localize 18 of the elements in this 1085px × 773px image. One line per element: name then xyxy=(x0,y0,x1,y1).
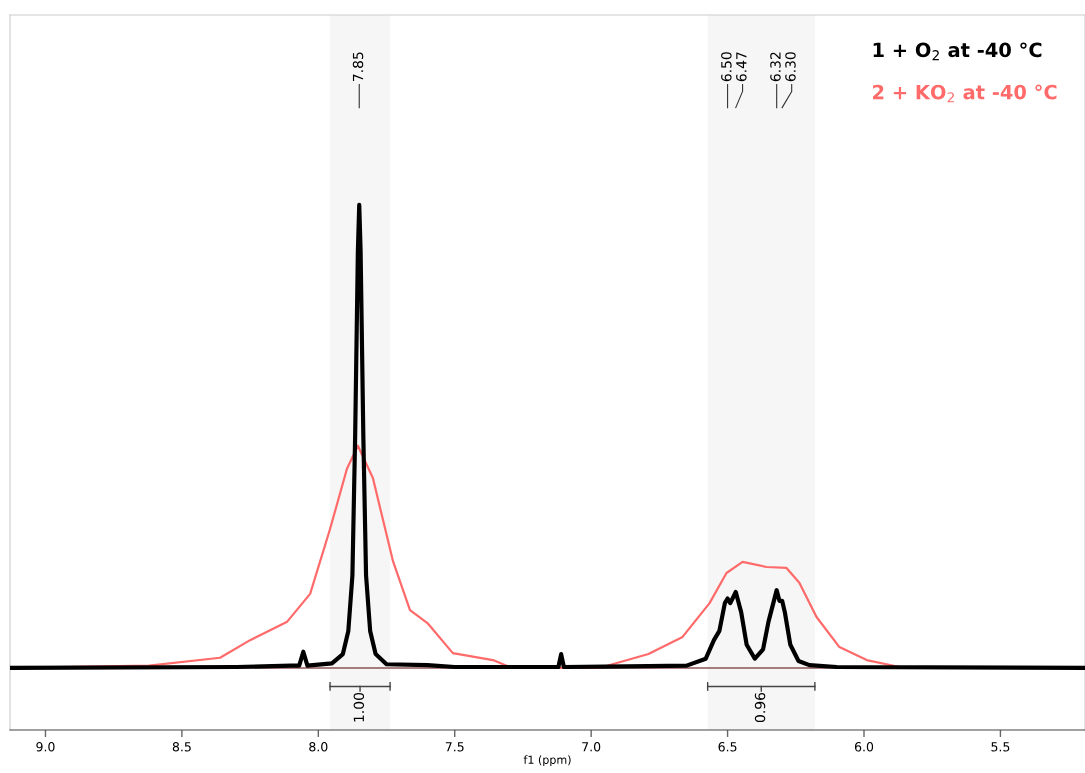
x-axis-title: f1 (ppm) xyxy=(523,755,571,767)
annotation: 7.85 xyxy=(352,52,364,82)
x-tick-label: 7.5 xyxy=(445,742,464,752)
x-tick-label: 6.0 xyxy=(854,742,874,752)
x-tick-label: 6.5 xyxy=(718,742,737,752)
band-label: 1.00 xyxy=(353,692,365,722)
x-tick-label: 5.5 xyxy=(991,742,1010,752)
x-tick-label: 9.0 xyxy=(36,742,55,752)
band-label: 0.96 xyxy=(754,692,766,723)
annotation: 6.30 xyxy=(785,52,796,82)
x-tick-label: 8.5 xyxy=(172,742,191,752)
x-tick-label: 7.0 xyxy=(582,742,601,752)
text: 2 + KO$_{2}$ at -40 °C xyxy=(873,84,1057,103)
annotation: 6.50 xyxy=(721,52,732,82)
text: 1 + O$_{2}$ at -40 °C xyxy=(873,42,1042,61)
annotation: 6.47 xyxy=(736,52,747,82)
annotation: 6.32 xyxy=(770,52,781,82)
x-tick-label: 8.0 xyxy=(309,742,328,752)
